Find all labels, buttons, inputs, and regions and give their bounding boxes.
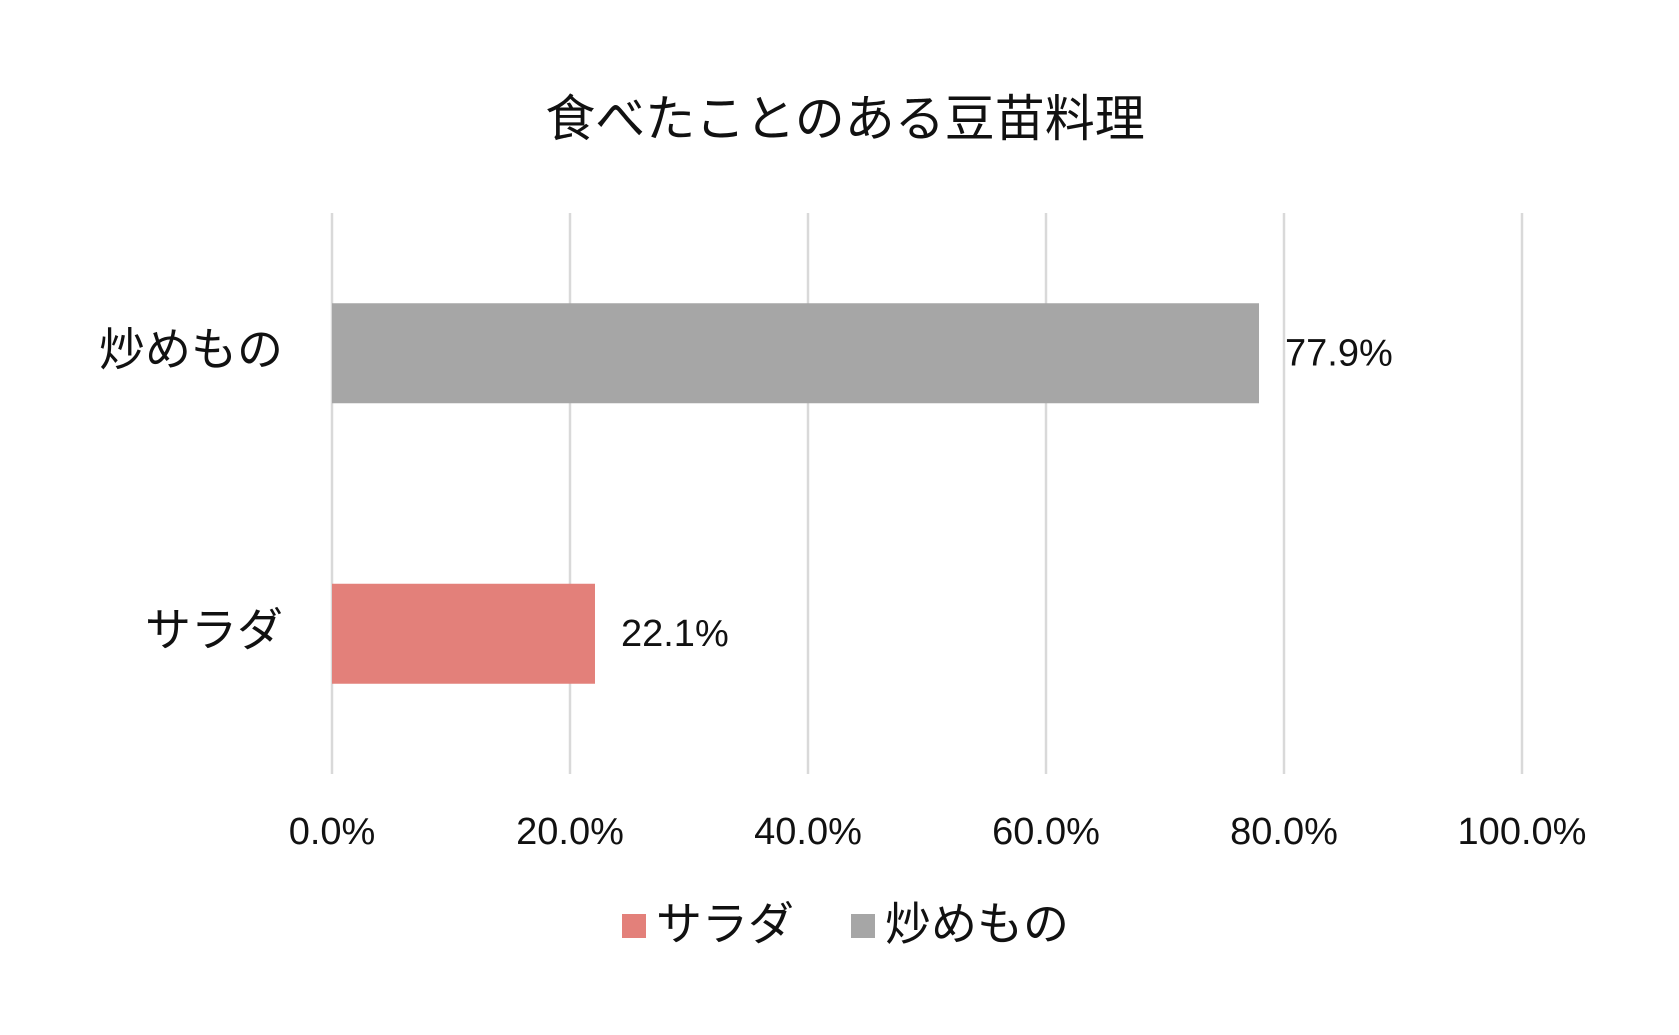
x-tick-label: 0.0% [289,811,376,853]
legend-swatch [622,914,646,938]
x-tick-label: 20.0% [516,811,624,853]
chart-title: 食べたことのある豆苗料理 [545,91,1145,147]
x-tick-label: 80.0% [1230,811,1338,853]
x-tick-label: 60.0% [992,811,1100,853]
legend-label: サラダ [656,898,794,950]
y-tick-label: 炒めもの [99,323,283,375]
legend-label: 炒めもの [885,898,1069,950]
y-tick-label: サラダ [145,604,283,656]
legend-swatch [851,914,875,938]
x-tick-label: 100.0% [1458,811,1587,853]
bar [332,583,595,684]
value-label: 22.1% [621,613,729,655]
bar [332,303,1260,404]
value-label: 77.9% [1285,332,1393,374]
x-tick-label: 40.0% [754,811,862,853]
